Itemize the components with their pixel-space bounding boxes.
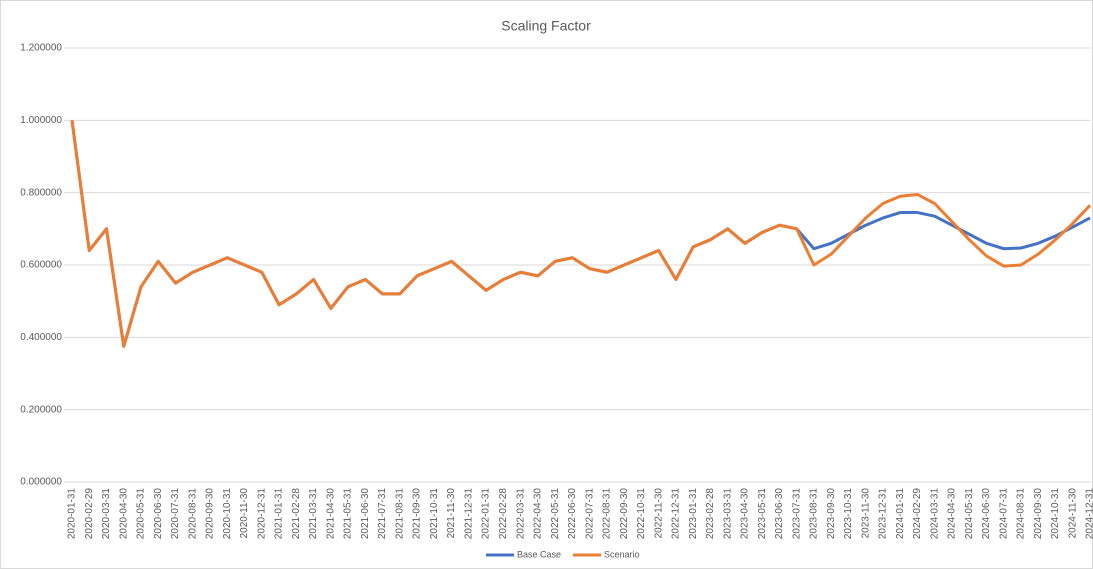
x-tick-label: 2021-01-31 bbox=[274, 488, 285, 540]
x-tick-label: 2021-09-30 bbox=[412, 488, 423, 540]
x-tick-label: 2024-03-31 bbox=[929, 488, 940, 540]
y-tick-label: 0.000000 bbox=[20, 477, 62, 488]
x-tick-label: 2021-08-31 bbox=[394, 488, 405, 540]
x-tick-label: 2020-06-30 bbox=[153, 488, 164, 540]
x-tick-label: 2022-01-31 bbox=[481, 488, 492, 540]
x-tick-label: 2023-06-30 bbox=[774, 488, 785, 540]
x-tick-label: 2024-09-30 bbox=[1033, 488, 1044, 540]
x-tick-label: 2024-07-31 bbox=[998, 488, 1009, 540]
x-tick-label: 2023-02-28 bbox=[705, 488, 716, 540]
x-tick-label: 2021-05-31 bbox=[343, 488, 354, 540]
x-tick-label: 2024-06-30 bbox=[981, 488, 992, 540]
x-tick-label: 2022-09-30 bbox=[619, 488, 630, 540]
x-tick-label: 2020-12-31 bbox=[256, 488, 267, 540]
x-tick-label: 2022-02-28 bbox=[498, 488, 509, 540]
x-tick-label: 2020-10-31 bbox=[222, 488, 233, 540]
x-tick-label: 2022-11-30 bbox=[653, 488, 664, 539]
series-line bbox=[70, 120, 1092, 348]
y-tick-label: 1.000000 bbox=[20, 115, 62, 126]
x-tick-label: 2023-11-30 bbox=[860, 488, 871, 539]
x-tick-label: 2020-02-29 bbox=[84, 488, 95, 540]
x-tick-label: 2024-10-31 bbox=[1050, 488, 1061, 540]
x-tick-label: 2020-07-31 bbox=[170, 488, 181, 540]
legend-label: Base Case bbox=[517, 549, 561, 559]
x-tick-label: 2021-11-30 bbox=[446, 488, 457, 539]
x-tick-label: 2024-04-30 bbox=[947, 488, 958, 540]
x-tick-label: 2023-05-31 bbox=[757, 488, 768, 540]
x-tick-label: 2021-04-30 bbox=[325, 488, 336, 540]
x-tick-label: 2021-10-31 bbox=[429, 488, 440, 540]
y-tick-label: 0.200000 bbox=[20, 404, 62, 415]
x-tick-label: 2024-02-29 bbox=[912, 488, 923, 540]
x-tick-label: 2021-03-31 bbox=[308, 488, 319, 540]
x-tick-label: 2024-05-31 bbox=[964, 488, 975, 540]
x-tick-label: 2021-02-28 bbox=[291, 488, 302, 540]
x-tick-label: 2020-05-31 bbox=[136, 488, 147, 540]
x-tick-label: 2020-04-30 bbox=[118, 488, 129, 540]
x-tick-label: 2021-12-31 bbox=[463, 488, 474, 540]
x-tick-label: 2023-10-31 bbox=[843, 488, 854, 540]
x-tick-label: 2022-05-31 bbox=[550, 488, 561, 540]
x-tick-label: 2020-03-31 bbox=[101, 488, 112, 540]
x-tick-label: 2022-04-30 bbox=[533, 488, 544, 540]
x-tick-label: 2023-01-31 bbox=[688, 488, 699, 540]
x-tick-label: 2022-06-30 bbox=[567, 488, 578, 540]
legend-label: Scenario bbox=[604, 549, 640, 559]
x-tick-label: 2021-07-31 bbox=[377, 488, 388, 540]
x-tick-label: 2020-08-31 bbox=[187, 488, 198, 540]
x-tick-label: 2021-06-30 bbox=[360, 488, 371, 540]
x-tick-label: 2023-08-31 bbox=[809, 488, 820, 540]
y-tick-label: 0.600000 bbox=[20, 260, 62, 271]
x-tick-label: 2024-11-30 bbox=[1067, 488, 1078, 539]
x-tick-label: 2023-09-30 bbox=[826, 488, 837, 540]
x-tick-label: 2023-12-31 bbox=[878, 488, 889, 540]
x-tick-label: 2024-01-31 bbox=[895, 488, 906, 540]
x-tick-label: 2023-04-30 bbox=[740, 488, 751, 540]
x-tick-label: 2023-03-31 bbox=[722, 488, 733, 540]
x-tick-label: 2020-09-30 bbox=[205, 488, 216, 540]
x-tick-label: 2020-01-31 bbox=[67, 488, 78, 540]
x-tick-label: 2020-11-30 bbox=[239, 488, 250, 539]
x-tick-label: 2024-12-31 bbox=[1085, 488, 1093, 540]
x-tick-label: 2022-08-31 bbox=[602, 488, 613, 540]
x-tick-label: 2022-07-31 bbox=[584, 488, 595, 540]
y-tick-label: 0.400000 bbox=[20, 332, 62, 343]
x-tick-label: 2022-12-31 bbox=[671, 488, 682, 540]
x-tick-label: 2023-07-31 bbox=[791, 488, 802, 540]
x-tick-label: 2024-08-31 bbox=[1016, 488, 1027, 540]
x-tick-label: 2022-03-31 bbox=[515, 488, 526, 540]
x-tick-label: 2022-10-31 bbox=[636, 488, 647, 540]
y-tick-label: 0.800000 bbox=[20, 187, 62, 198]
y-tick-label: 1.200000 bbox=[20, 43, 62, 54]
chart-title: Scaling Factor bbox=[501, 18, 591, 34]
